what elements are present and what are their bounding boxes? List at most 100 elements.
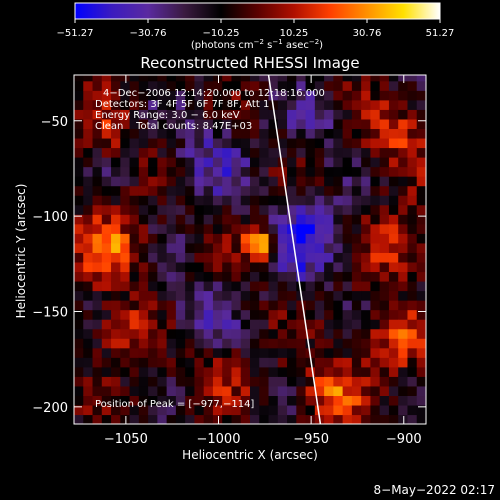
- heatmap-cell: [333, 404, 344, 416]
- heatmap-cell: [231, 357, 242, 368]
- heatmap-cell: [194, 75, 205, 82]
- heatmap-cell: [120, 80, 131, 91]
- heatmap-cell: [83, 319, 94, 330]
- heatmap-cell: [83, 385, 94, 396]
- heatmap-cell: [148, 157, 158, 168]
- heatmap-cell: [287, 166, 297, 177]
- heatmap-cell: [120, 290, 131, 301]
- heatmap-cell: [222, 137, 233, 149]
- heatmap-cell: [92, 309, 103, 320]
- heatmap-cell: [212, 90, 223, 101]
- heatmap-cell: [324, 385, 334, 396]
- heatmap-cell: [305, 137, 316, 149]
- y-tick-label: −100: [32, 210, 68, 225]
- heatmap-cell: [120, 128, 131, 139]
- heatmap-cell: [342, 109, 353, 120]
- heatmap-cell: [259, 147, 270, 158]
- heatmap-cell: [324, 109, 334, 120]
- heatmap-cell: [203, 404, 214, 416]
- heatmap-cell: [240, 137, 251, 149]
- heatmap-cell: [129, 280, 140, 292]
- heatmap-cell: [370, 157, 381, 168]
- heatmap-cell: [370, 280, 381, 292]
- heatmap-cell: [314, 214, 325, 225]
- heatmap-cell: [268, 347, 279, 358]
- heatmap-cell: [203, 166, 214, 177]
- heatmap-cell: [287, 185, 297, 196]
- x-tick-label: −900: [386, 432, 422, 447]
- heatmap-cell: [92, 252, 103, 263]
- heatmap-cell: [388, 280, 399, 292]
- heatmap-cell: [83, 252, 94, 263]
- heatmap-cell: [231, 99, 242, 110]
- heatmap-cell: [407, 166, 418, 177]
- heatmap-cell: [259, 290, 270, 301]
- heatmap-cell: [305, 252, 316, 263]
- heatmap-cell: [222, 290, 233, 301]
- heatmap-cell: [370, 75, 381, 82]
- heatmap-cell: [361, 118, 372, 129]
- heatmap-cell: [101, 338, 112, 349]
- heatmap-cell: [101, 404, 112, 416]
- heatmap-cell: [277, 80, 288, 91]
- heatmap-cell: [296, 233, 307, 244]
- heatmap-cell: [379, 176, 390, 187]
- heatmap-cell: [296, 319, 307, 330]
- plot-frame: [73, 74, 427, 425]
- heatmap-cell: [74, 319, 84, 330]
- heatmap-cell: [398, 242, 409, 253]
- heatmap-cell: [388, 214, 399, 225]
- heatmap-cell: [157, 404, 168, 416]
- heatmap-cell: [361, 109, 372, 120]
- heatmap-cell: [361, 280, 372, 292]
- heatmap-cell: [83, 99, 94, 110]
- heatmap-cell: [111, 385, 121, 396]
- heatmap-cell: [250, 309, 260, 320]
- heatmap-cell: [222, 252, 233, 263]
- heatmap-cell: [296, 223, 307, 234]
- heatmap-cell: [194, 137, 205, 149]
- heatmap-cell: [379, 242, 390, 253]
- heatmap-cell: [305, 90, 316, 101]
- heatmap-cell: [194, 185, 205, 196]
- heatmap-cell: [101, 290, 112, 301]
- heatmap-cell: [185, 252, 196, 263]
- heatmap-cell: [324, 319, 334, 330]
- heatmap-cell: [129, 404, 140, 416]
- heatmap-cell: [388, 414, 399, 424]
- heatmap-cell: [305, 233, 316, 244]
- heatmap-cell: [305, 366, 316, 377]
- heatmap-cell: [166, 176, 177, 187]
- heatmap-cell: [416, 137, 426, 149]
- heatmap-cell: [92, 128, 103, 139]
- heatmap-cell: [342, 242, 353, 253]
- heatmap-cell: [407, 347, 418, 358]
- heatmap-cell: [287, 80, 297, 91]
- heatmap-cell: [388, 404, 399, 416]
- heatmap-cell: [268, 166, 279, 177]
- heatmap-cell: [314, 128, 325, 139]
- heatmap-cell: [370, 347, 381, 358]
- heatmap-cell: [250, 157, 260, 168]
- heatmap-cell: [166, 90, 177, 101]
- heatmap-cell: [92, 290, 103, 301]
- heatmap-cell: [324, 195, 334, 206]
- heatmap-cell: [166, 261, 177, 273]
- heatmap-cell: [231, 137, 242, 149]
- heatmap-cell: [259, 395, 270, 406]
- heatmap-cell: [194, 300, 205, 311]
- heatmap-cell: [101, 223, 112, 234]
- heatmap-cell: [157, 395, 168, 406]
- heatmap-cell: [166, 242, 177, 253]
- heatmap-cell: [305, 166, 316, 177]
- heatmap-cell: [296, 157, 307, 168]
- heatmap-cell: [324, 300, 334, 311]
- heatmap-cell: [129, 319, 140, 330]
- heatmap-cell: [83, 261, 94, 273]
- heatmap-cell: [351, 214, 362, 225]
- heatmap-cell: [370, 128, 381, 139]
- heatmap-cell: [379, 223, 390, 234]
- heatmap-cell: [416, 290, 426, 301]
- heatmap-cell: [120, 90, 131, 101]
- heatmap-cell: [166, 300, 177, 311]
